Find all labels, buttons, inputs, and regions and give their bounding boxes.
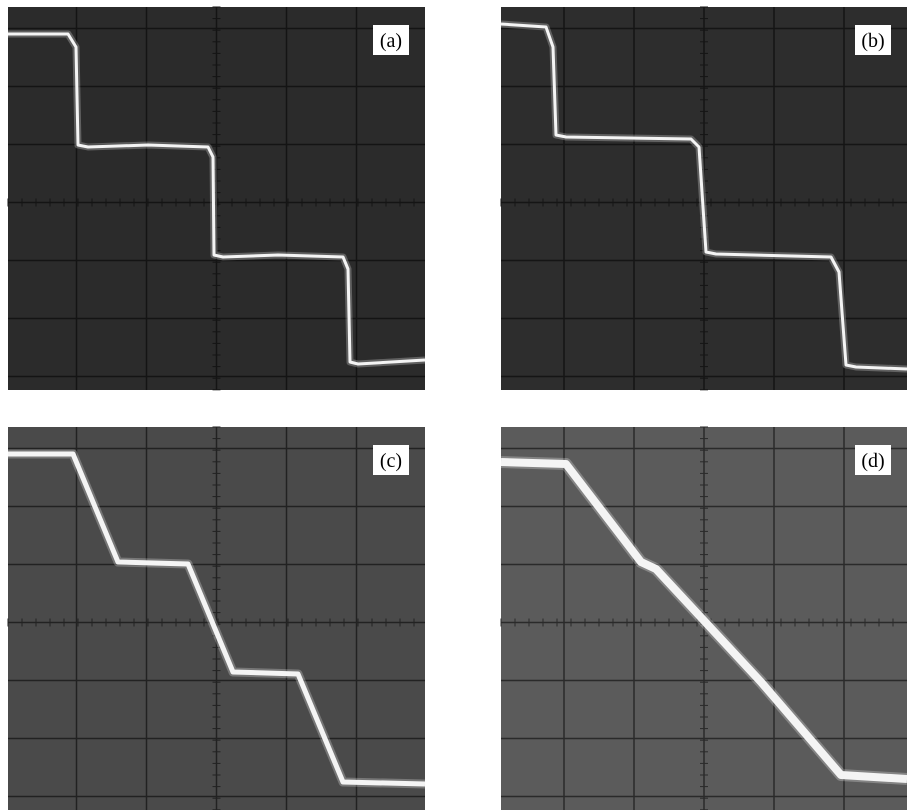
panel-label: (d) — [861, 450, 884, 472]
panel-label: (b) — [861, 30, 884, 52]
panel-c: (c) — [8, 427, 425, 810]
panel-a: (a) — [8, 7, 425, 390]
panel-b: (b) — [501, 7, 907, 390]
figure: (a) (b) (c) (d) — [0, 0, 907, 810]
panel-label: (a) — [380, 30, 402, 52]
panel-d: (d) — [501, 427, 907, 810]
panel-label: (c) — [380, 450, 402, 472]
